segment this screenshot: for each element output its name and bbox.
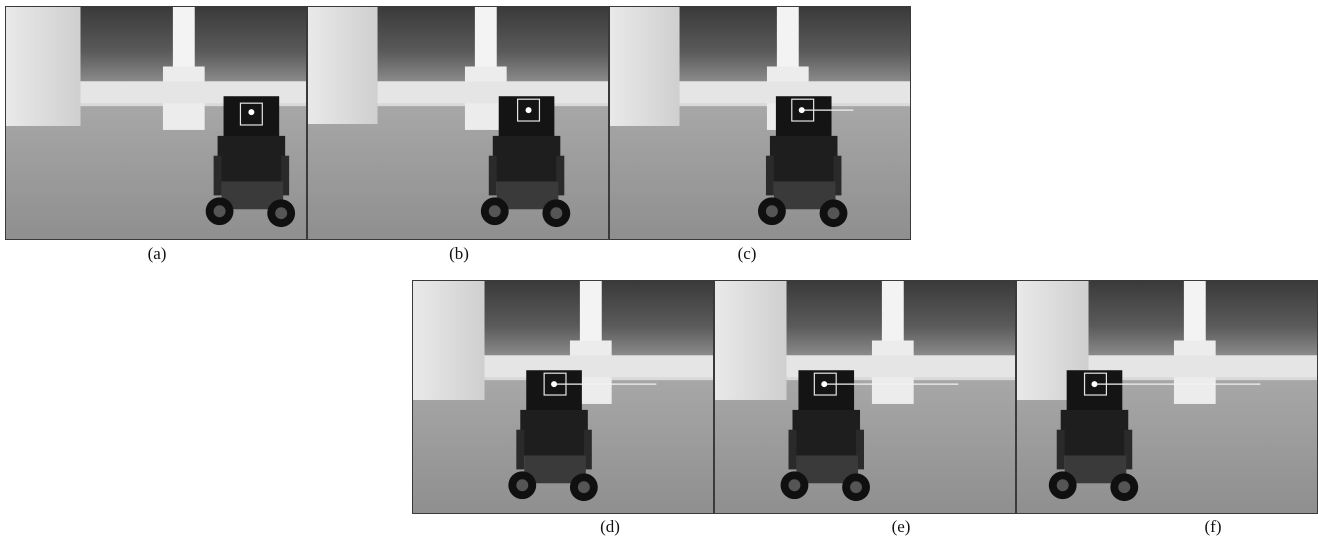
frame-f — [1016, 280, 1318, 514]
frame-b — [307, 6, 609, 240]
frame-c — [609, 6, 911, 240]
frame-e — [714, 280, 1016, 514]
caption-b: (b) — [449, 244, 469, 263]
caption-a: (a) — [147, 244, 167, 263]
caption-c: (c) — [737, 244, 757, 263]
frame-d — [412, 280, 714, 514]
frame-a — [5, 6, 307, 240]
caption-e: (e) — [891, 517, 911, 536]
caption-d: (d) — [600, 517, 620, 536]
caption-f: (f) — [1204, 517, 1222, 536]
